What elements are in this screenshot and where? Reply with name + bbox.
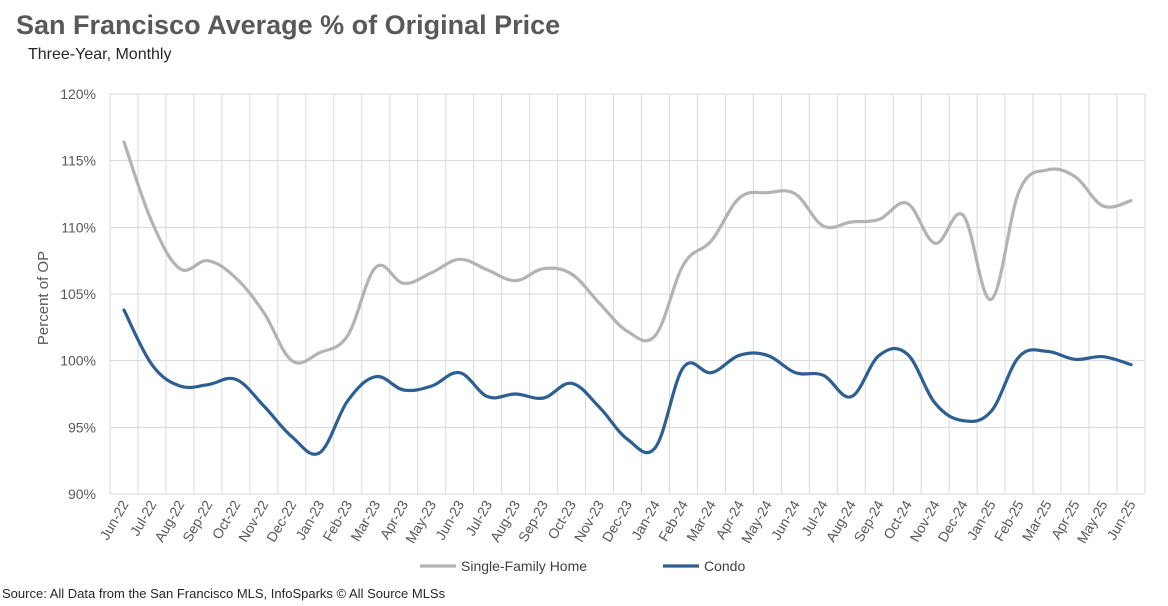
x-tick-label: Jun-25 bbox=[1103, 497, 1138, 542]
y-tick-label: 120% bbox=[60, 86, 96, 102]
x-axis-ticks: Jun-22Jul-22Aug-22Sep-22Oct-22Nov-22Dec-… bbox=[96, 497, 1138, 546]
legend-label: Single-Family Home bbox=[461, 558, 587, 574]
series-lines bbox=[122, 140, 1133, 456]
legend-condo: Condo bbox=[663, 558, 745, 574]
legend: Single-Family Home Condo bbox=[420, 558, 745, 574]
grid-lines bbox=[109, 93, 1146, 495]
y-axis-label: Percent of OP bbox=[35, 251, 52, 345]
y-tick-label: 100% bbox=[60, 353, 96, 369]
chart-subtitle: Three-Year, Monthly bbox=[28, 46, 172, 63]
y-tick-label: 105% bbox=[60, 286, 96, 302]
y-axis-ticks: 90% 95% 100% 105% 110% 115% 120% bbox=[60, 86, 96, 502]
legend-single-family: Single-Family Home bbox=[420, 558, 587, 574]
condo-line bbox=[122, 308, 1133, 456]
y-tick-label: 90% bbox=[68, 486, 96, 502]
single-family-line bbox=[122, 140, 1133, 365]
y-tick-label: 115% bbox=[61, 153, 96, 169]
x-tick-label: Jun-24 bbox=[768, 497, 803, 542]
legend-label: Condo bbox=[704, 558, 745, 574]
x-tick-label: Jun-23 bbox=[432, 497, 467, 542]
source-note: Source: All Data from the San Francisco … bbox=[2, 586, 446, 601]
x-tick-label: Jun-22 bbox=[96, 497, 131, 542]
y-tick-label: 110% bbox=[61, 219, 96, 235]
chart-title: San Francisco Average % of Original Pric… bbox=[16, 10, 561, 40]
y-tick-label: 95% bbox=[68, 419, 96, 435]
